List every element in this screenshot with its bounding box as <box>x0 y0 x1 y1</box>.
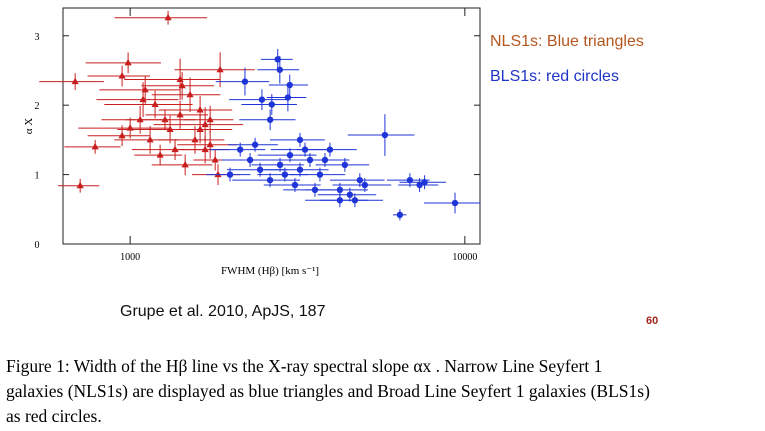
triangle-point <box>191 135 199 143</box>
annotation: BLS1s: red circles <box>490 68 619 85</box>
circle-point <box>268 101 276 108</box>
circle-point <box>291 181 299 189</box>
triangle-point <box>176 110 184 118</box>
circle-point <box>226 171 234 178</box>
circle-point <box>296 136 304 144</box>
circle-point <box>361 181 369 189</box>
caption-line: as red circles. <box>6 406 102 426</box>
annotation: NLS1s: Blue triangles <box>490 33 644 50</box>
circle-point <box>246 156 254 164</box>
circle-point <box>406 176 414 184</box>
circle-point <box>266 116 274 123</box>
circle-point <box>251 141 259 148</box>
triangle-point <box>176 75 184 82</box>
circle-point <box>286 81 293 89</box>
triangle-point <box>206 140 214 148</box>
y-tick-label: 1 <box>35 171 40 182</box>
circle-point <box>256 166 264 173</box>
circle-point <box>311 186 319 194</box>
y-tick-label: 2 <box>35 101 40 112</box>
x-tick-label: 10000 <box>452 252 477 263</box>
citation: Grupe et al. 2010, ApJS, 187 <box>120 303 326 320</box>
triangle-point <box>118 72 126 79</box>
circle-point <box>381 131 389 139</box>
triangle-point <box>71 77 79 85</box>
circle-point <box>316 171 324 178</box>
triangle-point <box>196 125 204 132</box>
circle-point <box>276 66 284 73</box>
y-axis-title: α X <box>23 118 35 135</box>
triangle-point <box>196 106 204 113</box>
triangle-point <box>171 145 179 153</box>
triangle-point <box>166 125 174 132</box>
caption-line: Figure 1: Width of the Hβ line vs the X-… <box>6 356 602 376</box>
triangle-point <box>126 124 134 131</box>
x-axis-title: FWHM (Hβ) [km s⁻¹] <box>221 265 319 277</box>
caption-line: galaxies (NLS1s) are displayed as blue t… <box>6 381 650 401</box>
triangle-point <box>136 115 144 123</box>
triangle-point <box>156 151 164 158</box>
y-tick-label: 3 <box>35 32 40 43</box>
circle-point <box>266 176 274 184</box>
triangle-point <box>124 58 132 66</box>
circle-point <box>356 176 364 184</box>
circle-point <box>241 78 249 85</box>
triangle-point <box>76 181 84 189</box>
triangle-point <box>151 100 159 107</box>
circle-point <box>284 94 292 101</box>
triangle-point <box>201 120 209 128</box>
triangle-point <box>214 170 222 178</box>
x-tick-label: 1000 <box>120 252 140 263</box>
triangle-point <box>164 13 172 21</box>
circle-point <box>281 171 289 178</box>
circle-point <box>296 166 304 173</box>
triangle-point <box>118 131 126 139</box>
circle-point <box>301 146 309 153</box>
circle-point <box>341 161 349 169</box>
triangle-point <box>216 65 224 73</box>
plot-frame <box>62 7 481 245</box>
triangle-point <box>206 115 214 123</box>
circle-point <box>321 156 329 164</box>
y-tick-label: 0 <box>35 240 40 251</box>
triangle-point <box>141 85 149 93</box>
circle-point <box>416 181 423 189</box>
page-number: 60 <box>646 315 658 327</box>
circle-point <box>346 191 354 198</box>
triangle-point <box>146 135 154 143</box>
circle-point <box>286 151 294 159</box>
triangle-point <box>201 145 209 153</box>
circle-point <box>276 161 284 169</box>
triangle-point <box>211 156 219 163</box>
triangle-point <box>186 90 194 98</box>
circle-point <box>258 96 266 103</box>
circle-point <box>336 197 344 204</box>
triangle-point <box>161 115 169 123</box>
triangle-point <box>181 160 189 168</box>
circle-point <box>451 199 459 207</box>
circle-point <box>396 211 404 219</box>
circle-point <box>236 146 244 153</box>
triangle-point <box>91 142 99 150</box>
